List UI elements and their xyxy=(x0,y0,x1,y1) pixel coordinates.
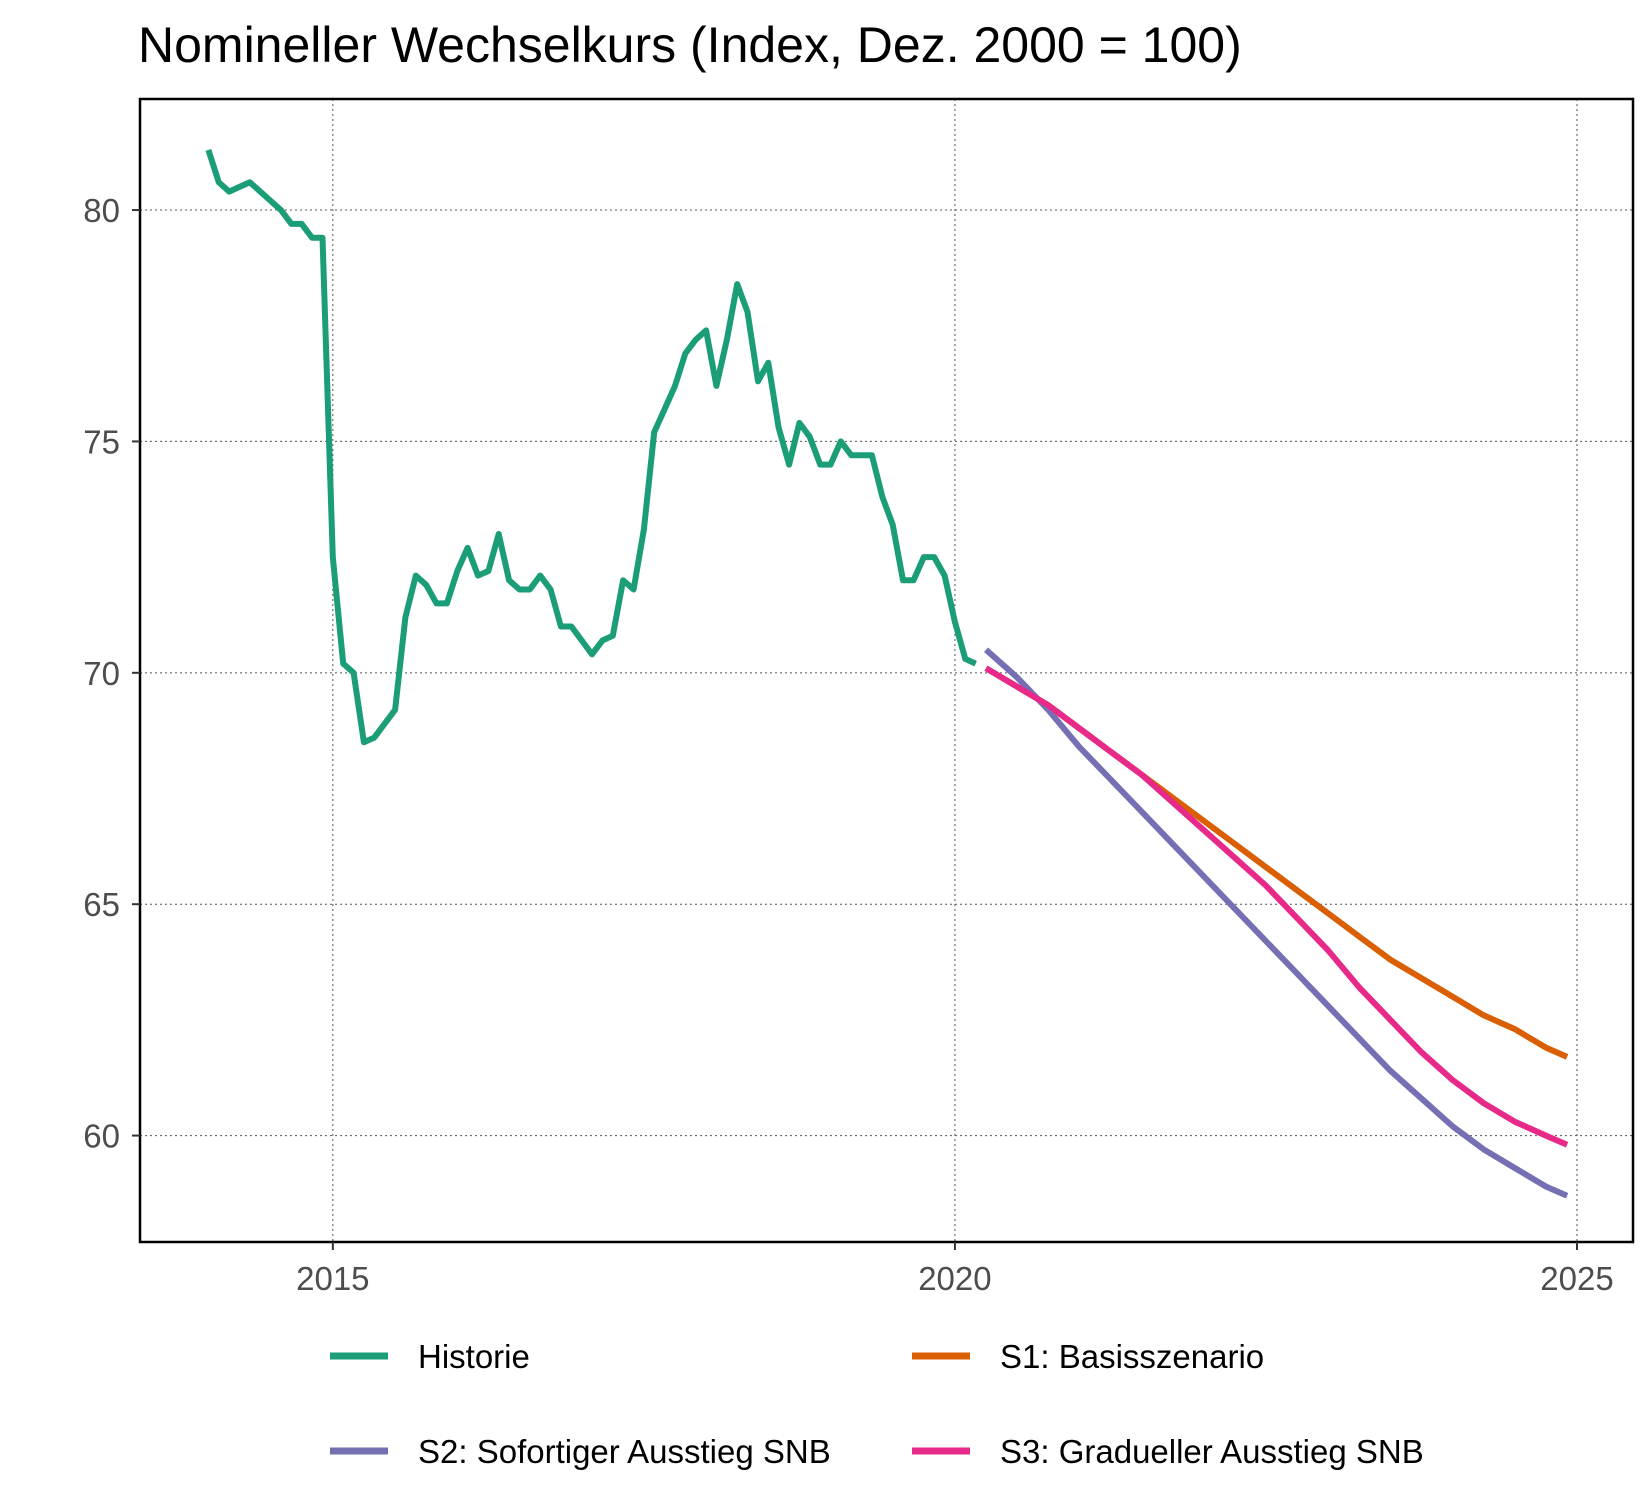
y-tick-label: 70 xyxy=(83,655,120,692)
y-axis-ticks: 60 65 70 75 80 xyxy=(83,192,140,1155)
y-tick-label: 80 xyxy=(83,192,120,229)
chart-title: Nomineller Wechselkurs (Index, Dez. 2000… xyxy=(138,17,1242,73)
x-tick-label: 2025 xyxy=(1540,1260,1613,1297)
series-line-historie xyxy=(205,148,977,746)
grid xyxy=(140,99,1633,1242)
legend-label-s3-gradueller-ausstieg-snb: S3: Gradueller Ausstieg SNB xyxy=(1000,1433,1424,1470)
legend-label-s2-sofortiger-ausstieg-snb: S2: Sofortiger Ausstieg SNB xyxy=(418,1433,831,1470)
legend: Historie S1: Basisszenario S2: Sofortiger … xyxy=(330,1338,1424,1470)
series-lines xyxy=(205,148,1569,1199)
legend-label-s1-basisszenario: S1: Basisszenario xyxy=(1000,1338,1264,1375)
x-tick-label: 2020 xyxy=(918,1260,991,1297)
x-axis-ticks: 2015 2020 2025 xyxy=(296,1242,1614,1297)
x-tick-label: 2015 xyxy=(296,1260,369,1297)
series-line-s2-sofortiger-ausstieg-snb xyxy=(984,647,1569,1199)
legend-label-historie: Historie xyxy=(418,1338,530,1375)
y-tick-label: 65 xyxy=(83,886,120,923)
series-line-s3-gradueller-ausstieg-snb xyxy=(984,665,1569,1148)
y-tick-label: 75 xyxy=(83,423,120,460)
y-tick-label: 60 xyxy=(83,1118,120,1155)
plot-frame xyxy=(138,97,1635,1244)
